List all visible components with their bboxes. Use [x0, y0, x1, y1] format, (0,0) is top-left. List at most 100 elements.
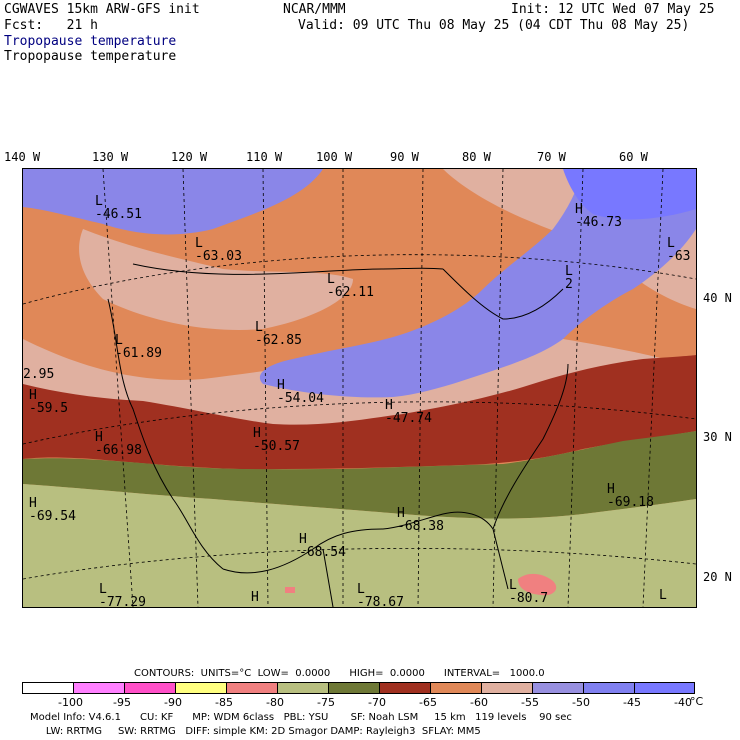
map-label-symbol: L	[195, 236, 203, 251]
map-label: H -54.04	[277, 379, 324, 405]
init-time: Init: 12 UTC Wed 07 May 25	[511, 2, 715, 17]
map-label-value: -62.85	[255, 333, 302, 348]
lon-label: 100 W	[316, 150, 353, 164]
map-label: H -69.54	[29, 497, 76, 523]
map-label: 2.95	[23, 355, 54, 381]
lon-label: 140 W	[4, 150, 41, 164]
map-label-symbol: H	[251, 590, 259, 605]
legend-tick: -90	[164, 696, 182, 709]
lon-label: 120 W	[171, 150, 208, 164]
map-label: H -68.54	[299, 533, 346, 559]
field-minus70-band	[23, 431, 696, 519]
map-label: H	[251, 591, 259, 604]
map-label-value: -61.89	[115, 346, 162, 361]
legend-tick: -40	[674, 696, 692, 709]
map-label: H -68.38	[397, 507, 444, 533]
map-label-value: 2	[565, 277, 573, 292]
legend-tick: -95	[113, 696, 131, 709]
map-label: L -61.89	[115, 334, 162, 360]
map-label: L -80.7	[509, 579, 548, 605]
map-label: H -66.98	[95, 431, 142, 457]
lat-label: 20 N	[703, 570, 732, 584]
map-label-symbol: H	[607, 482, 615, 497]
map-label: L -46.51	[95, 195, 142, 221]
map-label-symbol: L	[99, 582, 107, 597]
map-label-symbol: H	[253, 426, 261, 441]
valid-time: Valid: 09 UTC Thu 08 May 25 (04 CDT Thu …	[298, 18, 690, 33]
map-label-symbol: L	[95, 194, 103, 209]
legend-swatch	[73, 682, 125, 694]
legend-swatch	[328, 682, 380, 694]
map-label-symbol: H	[397, 506, 405, 521]
map-label-value: -68.38	[397, 519, 444, 534]
map-label-value: -69.54	[29, 509, 76, 524]
map-outlines	[107, 263, 569, 607]
legend-tick: -60	[470, 696, 488, 709]
map-label-value: -59.5	[29, 401, 69, 416]
map-label: H -59.5	[29, 389, 68, 415]
legend-tick: -65	[419, 696, 437, 709]
legend-swatch	[124, 682, 176, 694]
map-label-symbol: L	[255, 320, 263, 335]
legend-unit: °C	[690, 695, 704, 708]
lon-label: 60 W	[619, 150, 648, 164]
map-label-symbol: H	[277, 378, 285, 393]
field-minus80-spot	[285, 587, 295, 593]
map-label: L -62.85	[255, 321, 302, 347]
contours-info: CONTOURS: UNITS=°C LOW= 0.0000 HIGH= 0.0…	[134, 668, 545, 679]
legend-swatch	[22, 682, 74, 694]
center-name: NCAR/MMM	[283, 2, 346, 17]
legend-swatch	[277, 682, 329, 694]
map-label-value: -77.29	[99, 595, 146, 608]
lon-label: 80 W	[462, 150, 491, 164]
map-label-value: -62.11	[327, 285, 374, 300]
field-minus80-spot	[518, 573, 557, 596]
map-label-symbol: L	[659, 588, 667, 603]
map-label: L -62.11	[327, 273, 374, 299]
legend-tick: -45	[623, 696, 641, 709]
map-label-symbol: L	[667, 236, 675, 251]
map-label-symbol: L	[327, 272, 335, 287]
map-label: H -47.74	[385, 399, 432, 425]
forecast-hour: Fcst: 21 h	[4, 18, 98, 33]
map-label-value: -54.04	[277, 391, 324, 406]
map-label: L -77.29	[99, 582, 146, 608]
legend-swatch	[226, 682, 278, 694]
field-minus55-nw	[79, 229, 353, 330]
map-label-value: -66.98	[95, 443, 142, 458]
legend-swatch	[175, 682, 227, 694]
map-label-symbol: L	[357, 582, 365, 597]
map-label: L	[659, 589, 667, 602]
map-label: H -46.73	[575, 203, 622, 229]
field-minus50-ne	[259, 169, 696, 398]
map-label-value: -63.03	[195, 249, 242, 264]
map-label-symbol: H	[95, 430, 103, 445]
field-minus65-band	[23, 355, 696, 470]
map-label-value: 2.95	[23, 367, 55, 382]
map-label: L -63.03	[195, 237, 242, 263]
map-label-value: -69.18	[607, 495, 654, 510]
lon-label: 130 W	[92, 150, 129, 164]
legend-swatch	[430, 682, 482, 694]
legend-tick: -85	[215, 696, 233, 709]
map-label-value: -63	[667, 249, 691, 264]
lon-label: 70 W	[537, 150, 566, 164]
map-label-value: -78.67	[357, 595, 404, 608]
map-label-value: -46.51	[95, 207, 142, 222]
legend-swatch	[532, 682, 584, 694]
legend-tick: -100	[58, 696, 83, 709]
legend-tick: -80	[266, 696, 284, 709]
map-label-symbol: L	[509, 578, 517, 593]
legend-tick: -75	[317, 696, 335, 709]
field-title: Tropopause temperature	[4, 49, 177, 64]
map-label-symbol: H	[29, 496, 37, 511]
map-label: H -50.57	[253, 427, 300, 453]
map-label-symbol: H	[299, 532, 307, 547]
map-label: L -78.67	[357, 582, 404, 608]
map-label-value: -80.7	[509, 591, 549, 606]
legend-swatch	[481, 682, 533, 694]
legend-tick: -50	[572, 696, 590, 709]
field-title-blue: Tropopause temperature	[4, 34, 177, 49]
model-info-line1: Model Info: V4.6.1 CU: KF MP: WDM 6class…	[30, 712, 572, 723]
